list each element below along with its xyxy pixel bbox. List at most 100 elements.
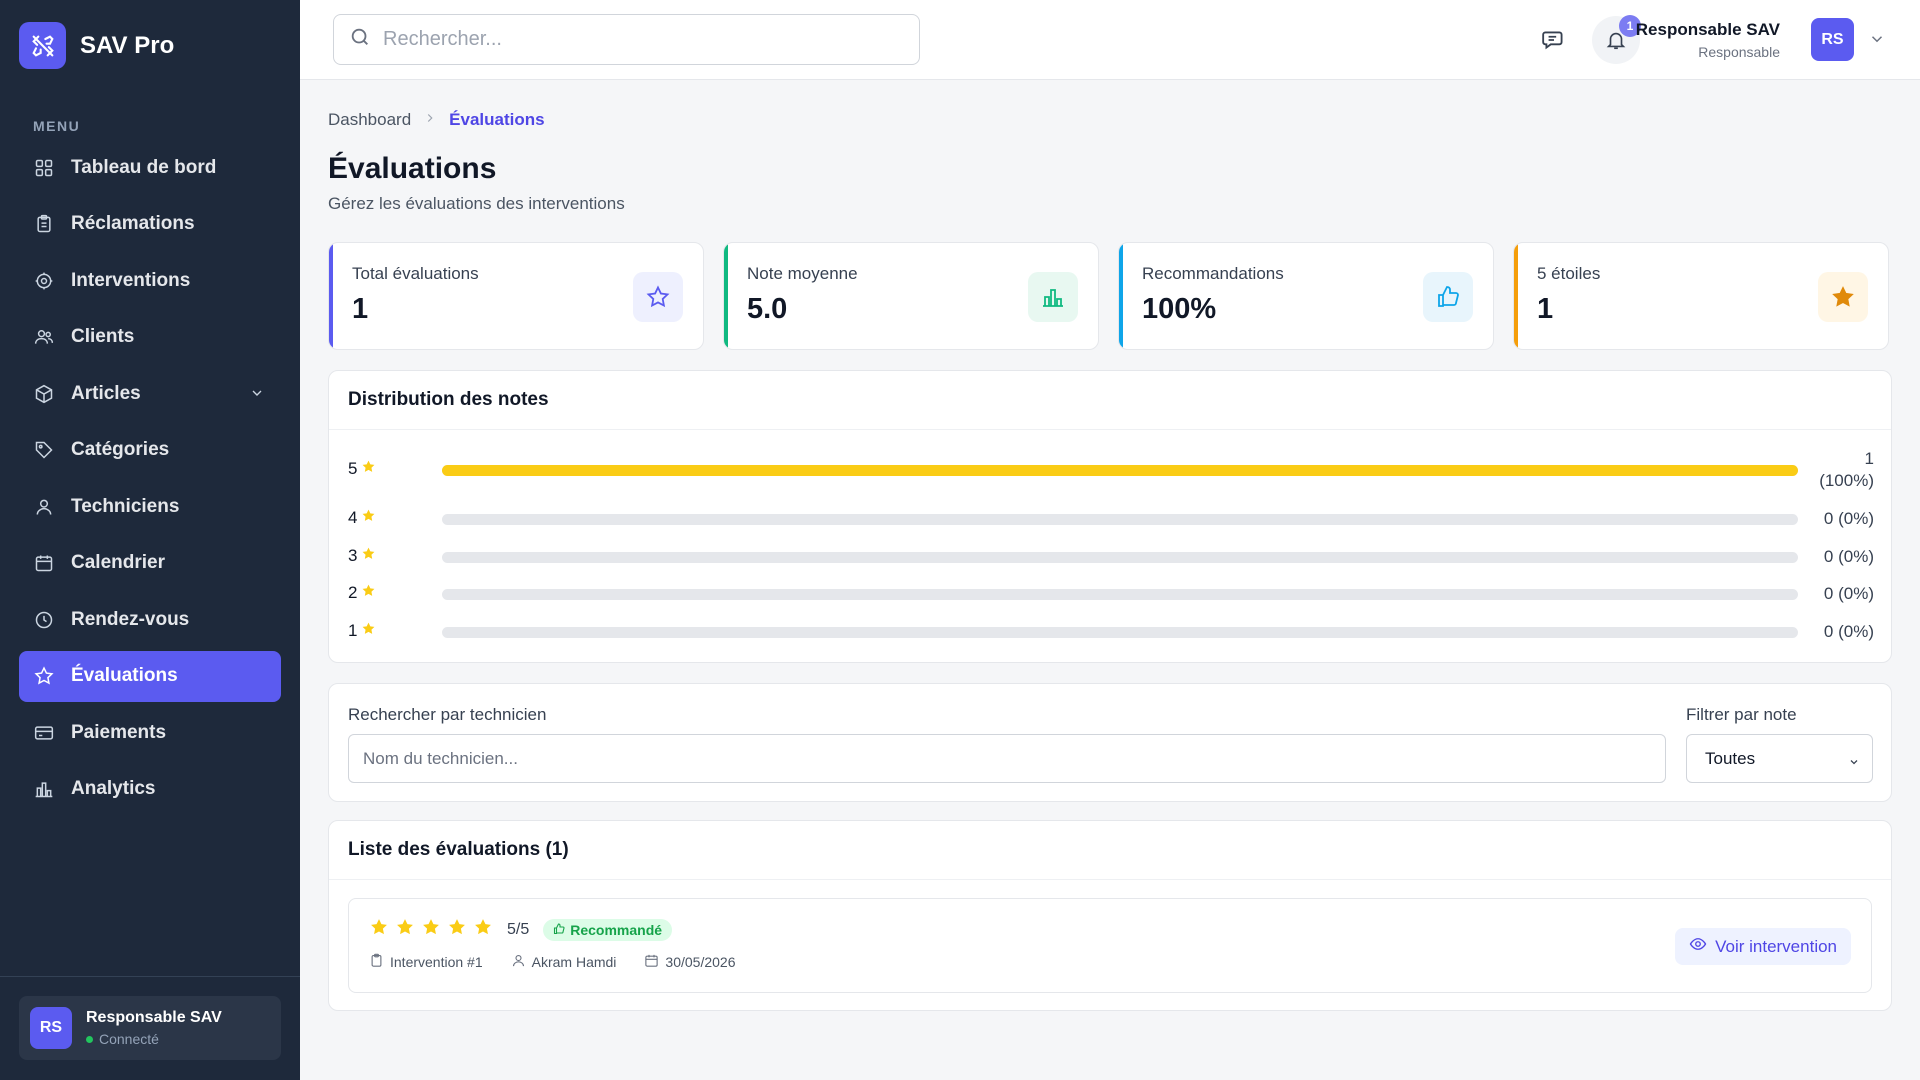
rating-label: 1 <box>348 621 376 641</box>
rating-stars <box>369 917 493 942</box>
topbar-user-role: Responsable <box>1698 44 1780 60</box>
chat-icon[interactable] <box>1530 16 1578 64</box>
sidebar-item-label: Rendez-vous <box>71 608 190 630</box>
stat-value: 5.0 <box>747 293 788 325</box>
sidebar-item-label: Analytics <box>71 778 156 799</box>
view-intervention-button[interactable]: Voir intervention <box>1675 928 1851 965</box>
star-filled-icon <box>361 508 376 528</box>
technician-search-input[interactable] <box>348 734 1666 783</box>
sidebar-item-tableau-de-bord[interactable]: Tableau de bord <box>19 142 281 193</box>
count-percent: (100%) <box>1819 471 1874 490</box>
card-accent <box>1514 243 1518 349</box>
stat-card-average: Note moyenne 5.0 <box>723 242 1099 350</box>
stat-card-five-stars: 5 étoiles 1 <box>1513 242 1889 350</box>
rating-label: 2 <box>348 583 376 603</box>
technician-name: Akram Hamdi <box>531 954 617 970</box>
user-name: Responsable SAV <box>86 1009 222 1026</box>
tools-icon <box>19 22 66 69</box>
card-accent <box>724 243 728 349</box>
star-filled-icon <box>1818 272 1868 322</box>
view-intervention-label: Voir intervention <box>1715 936 1837 956</box>
stat-card-recommendations: Recommandations 100% <box>1118 242 1494 350</box>
gear-icon <box>33 270 55 292</box>
chevron-down-icon[interactable] <box>1868 30 1886 53</box>
stat-value: 1 <box>1537 293 1554 325</box>
chevron-down-icon <box>1848 753 1860 773</box>
calendar-icon <box>33 552 55 574</box>
star-filled-icon <box>421 917 441 942</box>
clock-icon <box>33 609 55 631</box>
count-value: 0 (0%) <box>1823 584 1874 603</box>
distribution-row: 3 0 (0%) <box>348 546 1874 566</box>
distribution-bar <box>442 552 1798 563</box>
intervention-label: Intervention #1 <box>390 954 483 970</box>
user-icon <box>33 496 55 518</box>
box-icon <box>33 383 55 405</box>
star-outline-icon <box>633 272 683 322</box>
stats-row: Total évaluations 1 Note moyenne 5.0 Rec… <box>328 242 1892 350</box>
sidebar-item-analytics[interactable]: Analytics <box>19 764 281 815</box>
sidebar-item-reclamations[interactable]: Réclamations <box>19 199 281 250</box>
sidebar-item-calendrier[interactable]: Calendrier <box>19 538 281 589</box>
sidebar-item-techniciens[interactable]: Techniciens <box>19 481 281 532</box>
star-filled-icon <box>395 917 415 942</box>
count-value: 0 (0%) <box>1823 509 1874 528</box>
distribution-bar <box>442 465 1798 476</box>
thumbs-up-icon <box>553 922 565 938</box>
rating-filter-value: Toutes <box>1705 748 1756 768</box>
rating-label: 5 <box>348 459 376 479</box>
sidebar-item-evaluations[interactable]: Évaluations <box>19 650 281 702</box>
avatar[interactable]: RS <box>1811 18 1854 61</box>
sidebar-divider <box>0 976 300 977</box>
sidebar-item-articles[interactable]: Articles <box>19 368 281 419</box>
stat-value: 100% <box>1142 293 1217 325</box>
notification-badge: 1 <box>1619 15 1641 37</box>
sidebar-item-paiements[interactable]: Paiements <box>19 707 281 758</box>
eval-score: 5/5 <box>507 920 530 938</box>
rating-filter-label: Filtrer par note <box>1686 705 1797 724</box>
breadcrumb-dashboard[interactable]: Dashboard <box>328 110 412 129</box>
app-name: SAV Pro <box>80 31 175 59</box>
topbar-user-name: Responsable SAV <box>1635 20 1780 39</box>
clipboard-icon <box>33 213 55 235</box>
bar-chart-icon <box>33 778 55 800</box>
sidebar-item-label: Catégories <box>71 439 170 460</box>
eval-date: 30/05/2026 <box>665 954 736 970</box>
sidebar-item-label: Clients <box>71 326 135 347</box>
calendar-icon <box>644 953 659 971</box>
distribution-bar <box>442 627 1798 638</box>
brand[interactable]: SAV Pro <box>19 22 174 69</box>
status-badge: Recommandé <box>543 918 673 941</box>
clipboard-icon <box>369 953 384 971</box>
sidebar-item-clients[interactable]: Clients <box>19 312 281 363</box>
rating-value: 3 <box>348 546 358 565</box>
rating-value: 1 <box>348 621 358 640</box>
count-value: 0 (0%) <box>1823 622 1874 641</box>
sidebar-item-rendez-vous[interactable]: Rendez-vous <box>19 594 281 645</box>
menu-heading: MENU <box>33 118 81 134</box>
sidebar-item-categories[interactable]: Catégories <box>19 425 281 476</box>
chevron-down-icon[interactable] <box>249 385 265 407</box>
rating-label: 3 <box>348 546 376 566</box>
evaluations-list-panel: Liste des évaluations (1) 5/5 Recommandé <box>328 820 1892 1011</box>
star-filled-icon <box>473 917 493 942</box>
distribution-row: 2 0 (0%) <box>348 583 1874 603</box>
search-box[interactable] <box>333 14 920 65</box>
sidebar-item-label: Réclamations <box>71 213 195 234</box>
user-status: Connecté <box>86 1031 222 1047</box>
sidebar-user-card[interactable]: RS Responsable SAV Connecté <box>19 996 281 1060</box>
sidebar-item-label: Articles <box>71 382 141 404</box>
rating-value: 4 <box>348 508 358 527</box>
search-input[interactable] <box>383 28 903 51</box>
meta-intervention: Intervention #1 <box>369 953 483 971</box>
meta-technician: Akram Hamdi <box>511 953 617 971</box>
sidebar-item-label: Interventions <box>71 269 191 291</box>
rating-filter-select[interactable]: Toutes <box>1686 734 1873 783</box>
users-icon <box>33 326 55 348</box>
bar-chart-icon <box>1028 272 1078 322</box>
rating-value: 5 <box>348 459 358 478</box>
sidebar-item-interventions[interactable]: Interventions <box>19 255 281 306</box>
badge-label: Recommandé <box>570 921 663 938</box>
topbar-user[interactable]: Responsable SAV Responsable <box>1636 20 1780 60</box>
distribution-bar <box>442 514 1798 525</box>
